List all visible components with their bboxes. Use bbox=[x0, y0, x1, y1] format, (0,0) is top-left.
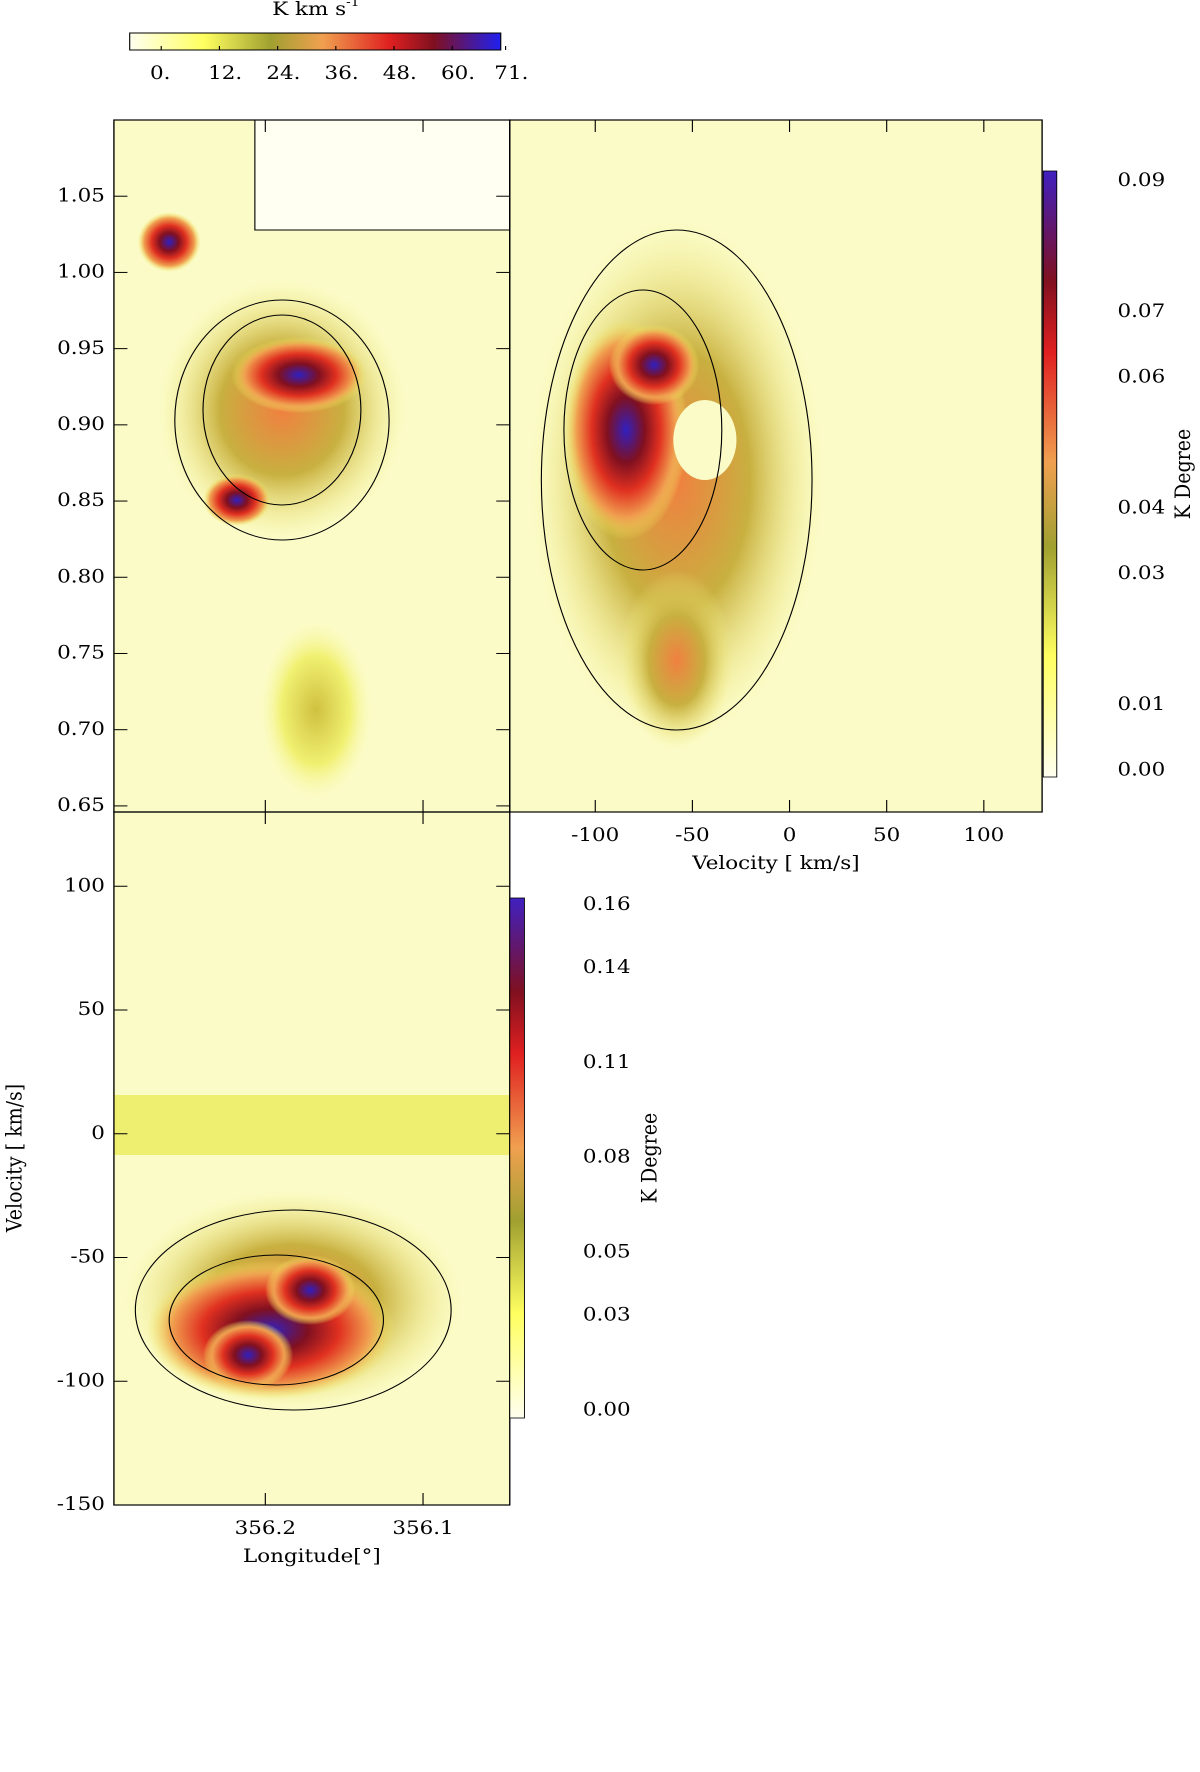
velocity-latitude-image bbox=[509, 120, 1043, 812]
tick-label: 36. bbox=[325, 61, 359, 84]
y-tick-label: -100 bbox=[57, 1369, 105, 1392]
y-tick-label: -50 bbox=[70, 1245, 105, 1268]
colorbar-tick-label: 0.07 bbox=[1117, 299, 1165, 322]
map-image bbox=[113, 120, 510, 812]
x-tick-label: 50 bbox=[873, 823, 900, 846]
y-axis-label: Velocity [ km/s] bbox=[2, 1084, 27, 1233]
x-tick-label: 0 bbox=[783, 823, 797, 846]
tick-label: 60. bbox=[441, 61, 475, 84]
y-tick-label: 0.85 bbox=[57, 488, 105, 511]
y-tick-label: 1.00 bbox=[57, 260, 105, 283]
y-tick-label: 0.80 bbox=[57, 565, 105, 588]
x-tick-label: 356.2 bbox=[235, 1516, 296, 1539]
tick-label: 24. bbox=[266, 61, 300, 84]
colorbar-tick-label: 0.06 bbox=[1117, 365, 1165, 388]
colorbar-tick-label: 0.14 bbox=[583, 955, 631, 978]
colorbar-tick-label: 0.09 bbox=[1117, 168, 1165, 191]
tick-label: 12. bbox=[208, 61, 242, 84]
colorbar-title-sup: -1 bbox=[346, 0, 359, 9]
colorbar-tick-label: 0.03 bbox=[583, 1303, 631, 1326]
colorbar-tick-label: 0.11 bbox=[583, 1050, 631, 1073]
y-tick-label: 0.70 bbox=[57, 717, 105, 740]
x-tick-label: -100 bbox=[571, 823, 619, 846]
colorbar-title: K km s-1 bbox=[272, 0, 359, 20]
tick-label: 48. bbox=[383, 61, 417, 84]
colorbar-tick-label: 0.08 bbox=[583, 1145, 631, 1168]
y-tick-label: 0.95 bbox=[57, 336, 105, 359]
x-tick-label: 100 bbox=[963, 823, 1004, 846]
tick-label: 71. bbox=[494, 61, 528, 84]
y-tick-label: 0 bbox=[91, 1121, 105, 1144]
y-tick-label: 1.05 bbox=[57, 184, 105, 207]
tick-label: 0. bbox=[150, 61, 170, 84]
colorbar bbox=[509, 897, 525, 1419]
y-tick-label: 100 bbox=[64, 874, 105, 897]
colorbar-tick-label: 0.00 bbox=[583, 1397, 631, 1420]
x-tick-label: -50 bbox=[675, 823, 710, 846]
colorbar-tick-label: 0.05 bbox=[583, 1240, 631, 1263]
x-axis-label: Velocity [ km/s] bbox=[691, 851, 859, 874]
longitude-velocity-image bbox=[113, 812, 510, 1505]
colorbar bbox=[1042, 170, 1058, 778]
y-tick-label: 50 bbox=[78, 997, 105, 1020]
y-tick-label: 0.65 bbox=[57, 793, 105, 816]
colorbar-tick-label: 0.03 bbox=[1117, 561, 1165, 584]
colorbar bbox=[129, 32, 502, 51]
y-tick-label: 0.90 bbox=[57, 412, 105, 435]
x-tick-label: 356.1 bbox=[392, 1516, 453, 1539]
y-tick-label: 0.75 bbox=[57, 641, 105, 664]
x-axis-label: Longitude[°] bbox=[243, 1544, 381, 1567]
y-tick-label: -150 bbox=[57, 1492, 105, 1515]
colorbar-tick-label: 0.16 bbox=[583, 892, 631, 915]
colorbar-tick-label: 0.04 bbox=[1117, 496, 1165, 519]
colorbar-tick-label: 0.01 bbox=[1117, 692, 1165, 715]
colorbar-label: K Degree bbox=[1170, 429, 1195, 519]
axes-frame bbox=[509, 119, 1043, 813]
colorbar-tick-label: 0.00 bbox=[1117, 758, 1165, 781]
colorbar-label: K Degree bbox=[636, 1113, 661, 1203]
